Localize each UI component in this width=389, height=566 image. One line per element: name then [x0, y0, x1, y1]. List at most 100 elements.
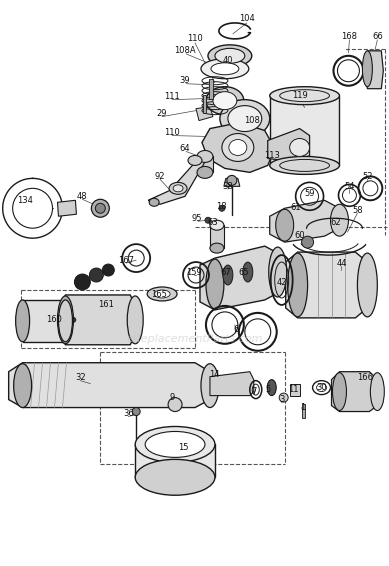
- Circle shape: [168, 397, 182, 411]
- Text: 159: 159: [186, 268, 202, 277]
- Circle shape: [71, 318, 76, 323]
- Text: 108: 108: [244, 116, 260, 125]
- Text: 39: 39: [180, 76, 190, 85]
- Polygon shape: [135, 444, 215, 477]
- Ellipse shape: [288, 253, 308, 317]
- Ellipse shape: [222, 134, 254, 161]
- Text: 29: 29: [157, 109, 167, 118]
- Text: 11: 11: [288, 385, 299, 394]
- Text: 5: 5: [265, 385, 270, 394]
- Ellipse shape: [188, 156, 202, 165]
- Text: 62: 62: [330, 218, 341, 227]
- Polygon shape: [286, 252, 367, 318]
- Bar: [290, 384, 300, 396]
- Text: 42: 42: [277, 277, 287, 286]
- Polygon shape: [268, 128, 310, 162]
- Text: 167: 167: [118, 256, 134, 264]
- Ellipse shape: [206, 87, 244, 114]
- Ellipse shape: [201, 364, 219, 408]
- Text: 67: 67: [221, 268, 231, 277]
- Ellipse shape: [135, 427, 215, 462]
- Circle shape: [63, 329, 68, 335]
- Text: 110: 110: [187, 35, 203, 44]
- Ellipse shape: [145, 431, 205, 457]
- Text: 14: 14: [209, 370, 219, 379]
- Polygon shape: [200, 246, 280, 310]
- Ellipse shape: [197, 151, 213, 162]
- Text: 60: 60: [294, 231, 305, 239]
- Ellipse shape: [210, 243, 224, 253]
- Ellipse shape: [270, 87, 340, 105]
- Text: 61: 61: [290, 203, 301, 212]
- Text: 110: 110: [164, 128, 180, 137]
- Ellipse shape: [331, 204, 349, 236]
- Ellipse shape: [169, 182, 187, 194]
- Ellipse shape: [227, 175, 237, 185]
- Circle shape: [91, 199, 109, 217]
- Ellipse shape: [213, 92, 237, 110]
- Polygon shape: [270, 96, 340, 165]
- Ellipse shape: [211, 63, 239, 75]
- Ellipse shape: [14, 364, 32, 408]
- Circle shape: [95, 203, 105, 213]
- Ellipse shape: [370, 372, 384, 410]
- Ellipse shape: [269, 247, 287, 297]
- Ellipse shape: [58, 300, 72, 342]
- Ellipse shape: [173, 185, 183, 192]
- Ellipse shape: [16, 300, 30, 342]
- Polygon shape: [210, 372, 254, 396]
- Text: 7: 7: [251, 387, 256, 396]
- Text: 44: 44: [336, 259, 347, 268]
- Text: 166: 166: [357, 373, 373, 382]
- Ellipse shape: [220, 100, 270, 138]
- Text: 134: 134: [17, 196, 33, 205]
- Text: 59: 59: [304, 189, 315, 198]
- Circle shape: [55, 318, 60, 323]
- Text: 65: 65: [238, 268, 249, 277]
- Polygon shape: [331, 372, 377, 411]
- Polygon shape: [23, 300, 65, 342]
- Polygon shape: [58, 200, 76, 216]
- Ellipse shape: [223, 265, 233, 285]
- Ellipse shape: [215, 48, 245, 63]
- Text: 9: 9: [170, 393, 175, 402]
- Text: 63: 63: [208, 218, 218, 227]
- Text: 6: 6: [233, 325, 238, 335]
- Ellipse shape: [290, 139, 310, 156]
- Text: 64: 64: [180, 144, 190, 153]
- Circle shape: [63, 306, 68, 310]
- Bar: [209, 79, 213, 98]
- Ellipse shape: [363, 181, 378, 196]
- Text: 30: 30: [316, 383, 327, 392]
- Text: 54: 54: [344, 182, 355, 191]
- Circle shape: [74, 274, 90, 290]
- Text: 165: 165: [151, 290, 167, 299]
- Text: eReplacementParts.com: eReplacementParts.com: [126, 335, 263, 344]
- Polygon shape: [224, 178, 240, 186]
- Ellipse shape: [147, 287, 177, 301]
- Polygon shape: [9, 363, 210, 408]
- Text: 36: 36: [123, 409, 133, 418]
- Polygon shape: [148, 158, 207, 204]
- Text: 104: 104: [239, 15, 255, 23]
- Polygon shape: [196, 106, 213, 121]
- Ellipse shape: [363, 51, 372, 87]
- Text: 113: 113: [264, 151, 280, 160]
- Circle shape: [205, 217, 211, 223]
- Polygon shape: [270, 200, 340, 242]
- Text: 18: 18: [217, 201, 227, 211]
- Polygon shape: [210, 225, 224, 248]
- Ellipse shape: [229, 139, 247, 156]
- Ellipse shape: [357, 253, 377, 317]
- Text: 168: 168: [342, 32, 357, 41]
- Text: 111: 111: [164, 92, 180, 101]
- Polygon shape: [365, 51, 383, 89]
- Ellipse shape: [58, 296, 74, 344]
- Ellipse shape: [210, 220, 224, 230]
- Text: 92: 92: [155, 172, 165, 181]
- Ellipse shape: [270, 156, 340, 174]
- Circle shape: [102, 264, 114, 276]
- Ellipse shape: [228, 106, 262, 131]
- Circle shape: [219, 205, 225, 211]
- Ellipse shape: [267, 380, 276, 396]
